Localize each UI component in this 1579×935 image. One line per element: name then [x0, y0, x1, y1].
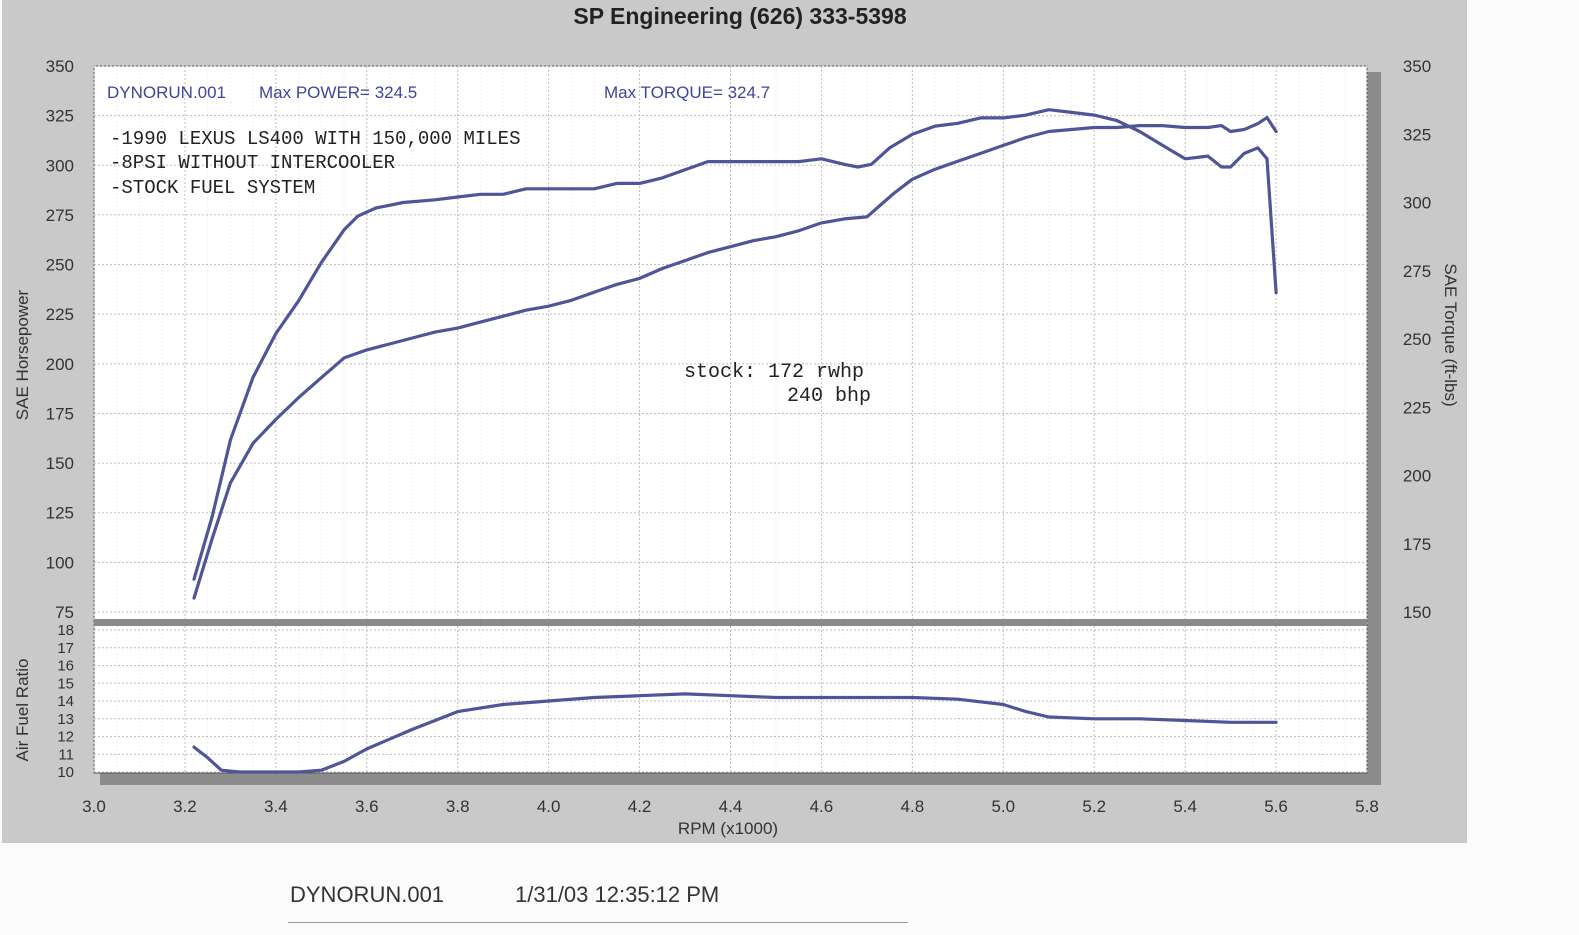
max-torque-label: Max TORQUE= 324.7: [604, 83, 770, 102]
x-tick-label: 4.2: [628, 797, 652, 816]
y-left-tick-label: 325: [46, 107, 74, 126]
x-tick-label: 3.4: [264, 797, 288, 816]
x-tick-label: 3.0: [82, 797, 106, 816]
horsepower-curve: [192, 116, 1278, 600]
x-tick-label: 4.4: [719, 797, 743, 816]
stock-note-line-1: stock: 172 rwhp: [684, 361, 864, 384]
grid-lines: [93, 65, 1368, 773]
y-axis-left-label: SAE Horsepower: [13, 289, 32, 420]
y-right-tick-label: 275: [1403, 262, 1431, 281]
note-line-3: -STOCK FUEL SYSTEM: [110, 177, 315, 199]
afr-tick-label: 12: [57, 729, 74, 746]
y-left-tick-label: 100: [46, 553, 74, 572]
footer-run-label: DYNORUN.001: [290, 882, 445, 907]
afr-tick-label: 15: [57, 675, 74, 692]
x-axis-label: RPM (x1000): [678, 819, 778, 838]
note-line-1: -1990 LEXUS LS400 WITH 150,000 MILES: [110, 128, 520, 150]
y-left-tick-label: 125: [46, 504, 74, 523]
y-right-tick-label: 325: [1403, 125, 1431, 144]
y-right-tick-label: 200: [1403, 467, 1431, 486]
note-line-2: -8PSI WITHOUT INTERCOOLER: [110, 152, 395, 174]
footer-timestamp: 1/31/03 12:35:12 PM: [515, 882, 720, 907]
afr-tick-label: 10: [57, 764, 74, 781]
y-axis-right-label: SAE Torque (ft-lbs): [1441, 263, 1460, 406]
y-left-tick-label: 175: [46, 404, 74, 423]
afr-tick-label: 11: [58, 746, 74, 763]
y-right-tick-label: 250: [1403, 330, 1431, 349]
x-tick-label: 4.8: [901, 797, 925, 816]
tick-labels: 3.0 3.2 3.4 3.6 3.8 4.0 4.2 4.4 4.6 4.8 5.0 5.2 5.4 5…: [46, 57, 1432, 816]
y-left-tick-label: 250: [46, 256, 74, 275]
afr-tick-label: 17: [57, 640, 74, 657]
y-left-tick-label: 75: [55, 603, 74, 622]
x-tick-label: 5.6: [1264, 797, 1288, 816]
y-left-tick-label: 225: [46, 305, 74, 324]
chart-title: SP Engineering (626) 333-5398: [573, 3, 906, 29]
y-right-tick-label: 225: [1403, 398, 1431, 417]
torque-curve: [192, 108, 1278, 581]
y-left-tick-label: 300: [46, 156, 74, 175]
afr-tick-label: 14: [57, 693, 74, 710]
data-curves: [192, 108, 1278, 774]
y-left-tick-label: 200: [46, 355, 74, 374]
afr-tick-label: 16: [57, 658, 74, 675]
x-tick-label: 4.0: [537, 797, 561, 816]
afr-curve: [192, 692, 1278, 774]
x-tick-label: 5.4: [1173, 797, 1197, 816]
afr-tick-label: 13: [57, 711, 74, 728]
x-tick-label: 5.2: [1082, 797, 1106, 816]
x-tick-label: 3.2: [173, 797, 197, 816]
x-tick-label: 5.8: [1355, 797, 1379, 816]
afr-axis-label: Air Fuel Ratio: [13, 659, 32, 762]
panel-divider: [94, 619, 1367, 626]
stock-note-line-2: 240 bhp: [787, 385, 871, 408]
y-left-tick-label: 150: [46, 454, 74, 473]
y-left-tick-label: 350: [46, 57, 74, 76]
y-right-tick-label: 150: [1403, 603, 1431, 622]
y-right-tick-label: 350: [1403, 57, 1431, 76]
run-label: DYNORUN.001: [107, 83, 226, 102]
y-right-tick-label: 175: [1403, 535, 1431, 554]
x-tick-label: 3.8: [446, 797, 470, 816]
x-tick-label: 5.0: [991, 797, 1015, 816]
footer-rule: [288, 922, 908, 923]
max-power-label: Max POWER= 324.5: [259, 83, 417, 102]
x-tick-label: 4.6: [810, 797, 834, 816]
y-left-tick-label: 275: [46, 206, 74, 225]
x-tick-label: 3.6: [355, 797, 379, 816]
y-right-tick-label: 300: [1403, 194, 1431, 213]
afr-tick-label: 18: [57, 622, 74, 639]
